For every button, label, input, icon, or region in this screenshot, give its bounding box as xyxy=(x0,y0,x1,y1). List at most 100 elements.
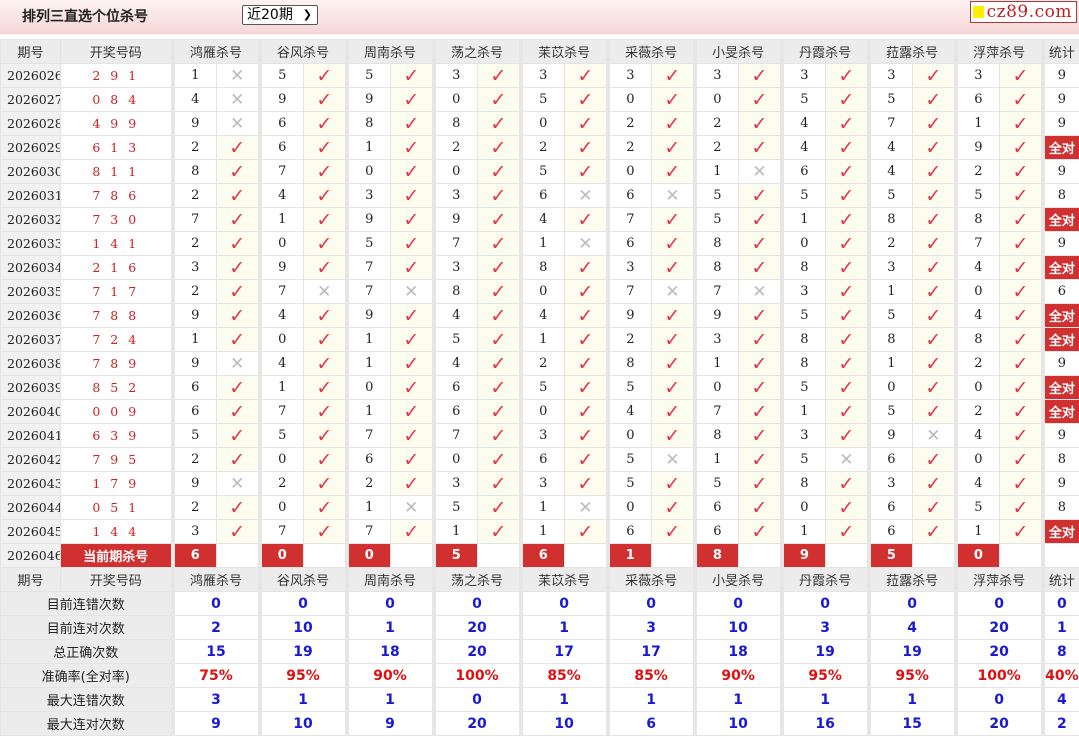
check-icon: ✓ xyxy=(477,255,522,280)
kill-number-cell: 8 xyxy=(692,231,740,256)
check-icon: ✓ xyxy=(825,327,870,352)
kill-number-cell: 5 xyxy=(866,87,914,112)
check-icon: ✓ xyxy=(999,519,1044,544)
check-icon: ✓ xyxy=(215,303,261,328)
kill-number-cell: 0 xyxy=(431,159,479,184)
stats-row: 最大连对次数 9 10 9 20 10 6 10 16 15 20 2 xyxy=(0,711,1079,736)
issue-cell: 2026036 xyxy=(0,303,61,328)
col-header-issue: 期号 xyxy=(0,567,61,592)
col-header-predictor: 鸿雁杀号 xyxy=(170,39,261,64)
stats-value: 6 xyxy=(605,711,696,736)
check-icon: ✓ xyxy=(564,519,609,544)
kill-number-cell: 5 xyxy=(518,87,566,112)
stats-value: 10 xyxy=(692,615,783,640)
kill-number-cell: 7 xyxy=(605,207,653,232)
issue-cell: 2026041 xyxy=(0,423,61,448)
stats-value: 3 xyxy=(605,615,696,640)
check-icon: ✓ xyxy=(825,399,870,424)
check-icon: ✓ xyxy=(999,447,1044,472)
kill-number-cell: 7 xyxy=(257,279,305,304)
kill-number-cell: 5 xyxy=(692,207,740,232)
stats-value: 19 xyxy=(866,639,957,664)
kill-number-cell: 9 xyxy=(431,207,479,232)
check-icon: ✓ xyxy=(999,399,1044,424)
table-row: 2026041 6 3 9 5 ✓ 5 ✓ 7 ✓ 7 ✓ 3 ✓ 0 ✓ 8 ✓ 3 ✓ 9 ✕ 4 ✓ 9 xyxy=(0,423,1079,448)
kill-number-cell: 1 xyxy=(257,207,305,232)
kill-number-cell: 3 xyxy=(692,63,740,88)
check-icon: ✓ xyxy=(564,399,609,424)
stat-cell: 9 xyxy=(1040,159,1079,184)
logo-text: cz89.com xyxy=(986,2,1072,22)
check-icon: ✓ xyxy=(215,159,261,184)
check-icon: ✓ xyxy=(303,207,348,232)
kill-number-cell: 6 xyxy=(431,375,479,400)
check-icon: ✓ xyxy=(390,183,435,208)
period-select[interactable]: 近20期 ❯ xyxy=(242,5,318,25)
check-icon: ✓ xyxy=(564,423,609,448)
table-row: 2026028 4 9 9 9 ✕ 6 ✓ 8 ✓ 8 ✓ 0 ✓ 2 ✓ 2 ✓ 4 ✓ 7 ✓ 1 ✓ 9 xyxy=(0,111,1079,136)
check-icon: ✓ xyxy=(215,255,261,280)
stats-value: 0 xyxy=(605,591,696,616)
check-icon: ✓ xyxy=(999,303,1044,328)
draw-number-cell: 7 2 4 xyxy=(60,327,173,352)
check-icon: ✓ xyxy=(738,303,783,328)
cross-icon: ✕ xyxy=(564,495,609,520)
stats-value: 40% xyxy=(1040,663,1079,688)
kill-number-cell: 8 xyxy=(866,207,914,232)
stat-cell: 9 xyxy=(1040,351,1079,376)
kill-number-cell: 2 xyxy=(170,279,217,304)
kill-number-cell: 6 xyxy=(866,495,914,520)
period-select-value: 近20期 xyxy=(247,7,293,23)
kill-number-cell: 5 xyxy=(431,495,479,520)
check-icon: ✓ xyxy=(651,255,696,280)
header-row: 期号 开奖号码 鸿雁杀号 谷风杀号 周南杀号 荡之杀号 苿苡杀号 采薇杀号 小旻杀号 丹霞杀号 菈露… xyxy=(0,39,1079,64)
check-icon: ✓ xyxy=(912,447,957,472)
kill-number-cell: 1 xyxy=(518,519,566,544)
check-icon: ✓ xyxy=(303,231,348,256)
stats-label: 总正确次数 xyxy=(0,639,173,664)
kill-number-cell: 4 xyxy=(953,423,1001,448)
kill-number-cell: 5 xyxy=(518,375,566,400)
kill-number-cell: 1 xyxy=(866,351,914,376)
kill-number-cell: 1 xyxy=(779,207,827,232)
check-icon: ✓ xyxy=(912,351,957,376)
kill-number-cell: 5 xyxy=(431,327,479,352)
kill-number-cell: 0 xyxy=(605,87,653,112)
issue-cell: 2026027 xyxy=(0,87,61,112)
kill-number-cell: 1 xyxy=(518,231,566,256)
stats-value: 1 xyxy=(1040,615,1079,640)
kill-number-cell: 0 xyxy=(605,159,653,184)
check-icon: ✓ xyxy=(999,159,1044,184)
stats-value: 10 xyxy=(257,615,348,640)
empty-cell xyxy=(651,543,696,568)
check-icon: ✓ xyxy=(477,375,522,400)
cross-icon: ✕ xyxy=(564,231,609,256)
draw-number-cell: 1 4 1 xyxy=(60,231,173,256)
kill-number-cell: 3 xyxy=(779,63,827,88)
check-icon: ✓ xyxy=(390,63,435,88)
check-icon: ✓ xyxy=(564,87,609,112)
draw-number-cell: 7 1 7 xyxy=(60,279,173,304)
check-icon: ✓ xyxy=(651,63,696,88)
kill-number-cell: 2 xyxy=(170,495,217,520)
table-row: 2026029 6 1 3 2 ✓ 6 ✓ 1 ✓ 2 ✓ 2 ✓ 2 ✓ 2 ✓ 4 ✓ 4 ✓ 9 ✓ 全对 xyxy=(0,135,1079,160)
check-icon: ✓ xyxy=(390,423,435,448)
current-kill-number: 0 xyxy=(257,543,305,568)
kill-number-cell: 1 xyxy=(344,495,392,520)
kill-number-cell: 4 xyxy=(257,303,305,328)
check-icon: ✓ xyxy=(999,375,1044,400)
kill-number-cell: 5 xyxy=(779,183,827,208)
check-icon: ✓ xyxy=(390,327,435,352)
check-icon: ✓ xyxy=(825,519,870,544)
kill-number-cell: 8 xyxy=(518,255,566,280)
check-icon: ✓ xyxy=(215,207,261,232)
kill-number-cell: 1 xyxy=(692,351,740,376)
stats-value: 0 xyxy=(779,591,870,616)
check-icon: ✓ xyxy=(738,447,783,472)
site-logo[interactable]: cz89.com xyxy=(969,1,1077,23)
kill-number-cell: 7 xyxy=(344,255,392,280)
kill-number-cell: 5 xyxy=(953,495,1001,520)
col-header-predictor: 苿苡杀号 xyxy=(518,567,609,592)
stats-value: 18 xyxy=(344,639,435,664)
check-icon: ✓ xyxy=(999,87,1044,112)
